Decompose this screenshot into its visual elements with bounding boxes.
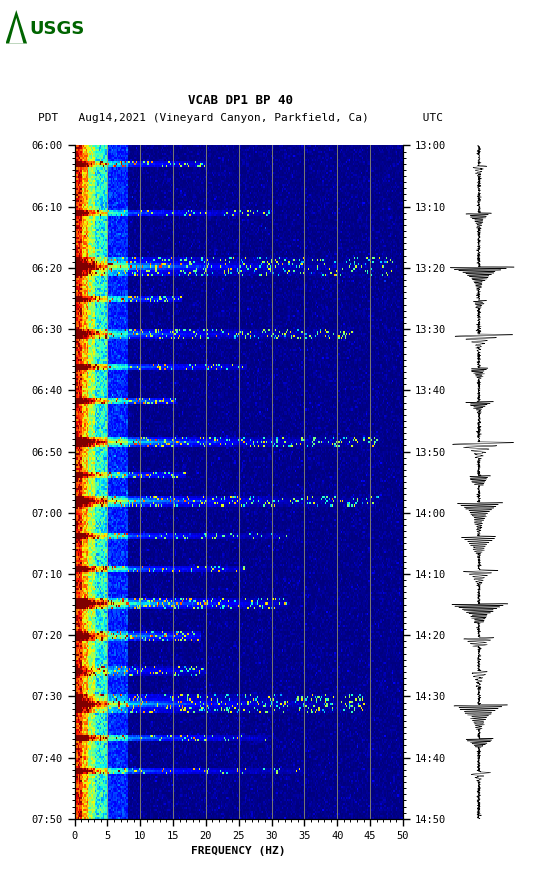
X-axis label: FREQUENCY (HZ): FREQUENCY (HZ) <box>192 847 286 856</box>
Text: VCAB DP1 BP 40: VCAB DP1 BP 40 <box>188 94 293 107</box>
Text: PDT   Aug14,2021 (Vineyard Canyon, Parkfield, Ca)        UTC: PDT Aug14,2021 (Vineyard Canyon, Parkfie… <box>38 113 443 123</box>
Text: USGS: USGS <box>29 20 85 38</box>
Polygon shape <box>6 10 27 44</box>
Polygon shape <box>9 18 23 44</box>
